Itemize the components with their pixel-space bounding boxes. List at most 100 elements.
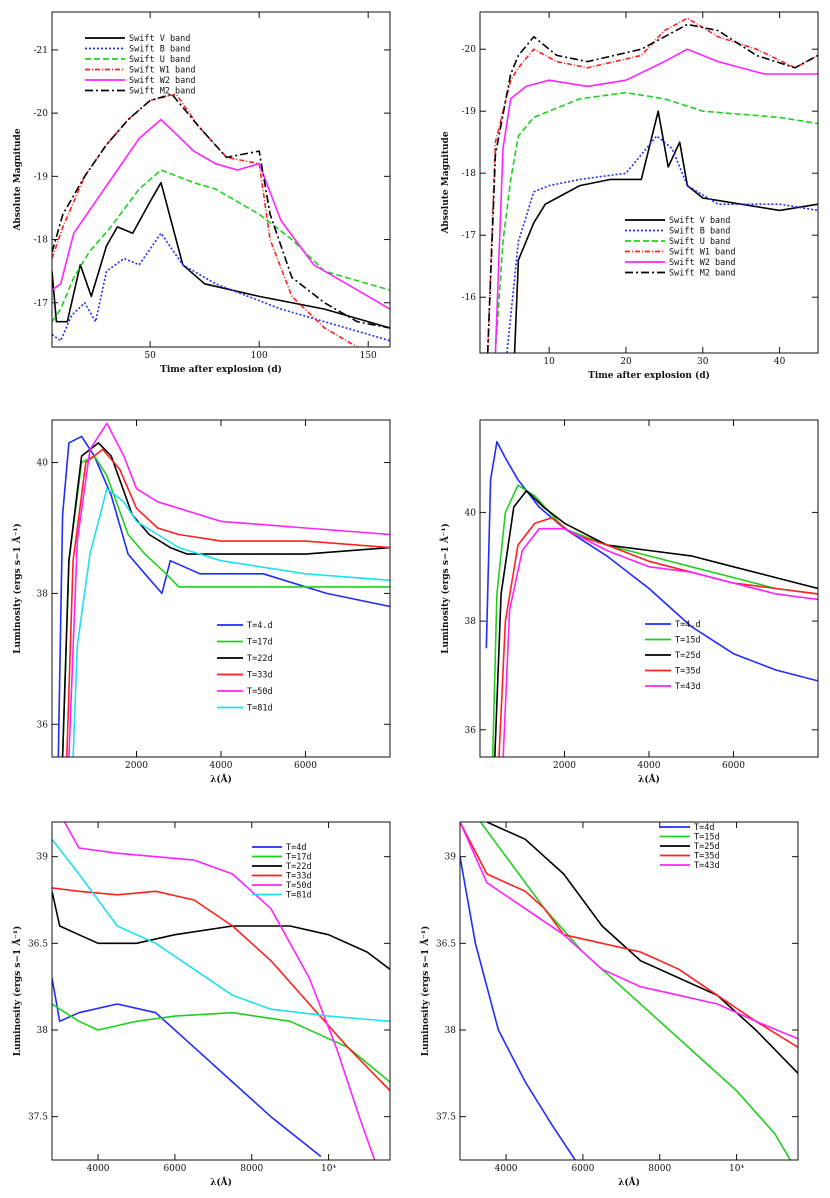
y-axis-label: Luminosity (ergs s−1 Å⁻¹) [11,926,23,1057]
x-axis-label: λ(Å) [618,1176,640,1188]
legend-label: T=17d [247,638,273,648]
y-tick-label: -16 [462,293,477,303]
legend: T=4.d T=15d T=25d T=35d T=43d [645,620,701,692]
series-line-5 [460,822,798,1040]
legend-label: T=4d [694,823,714,833]
legend-label: T=43d [694,861,720,871]
legend-label: Swift W2 band [129,76,196,86]
legend-label: Swift M2 band [669,269,736,279]
legend-label: T=50d [247,687,273,697]
legend-label: T=4.d [675,620,701,630]
x-tick-label: 6000 [294,761,317,771]
y-axis-label: Absolute Magnitude [13,128,23,231]
series-line-6 [486,23,818,353]
series-line-5 [52,118,390,310]
plot-frame [51,821,391,1161]
plot-frame [51,419,391,758]
series-line-4 [498,517,818,757]
series-line-4 [66,448,390,757]
y-tick-label: 36.5 [436,939,456,949]
plot-frame [51,11,391,348]
series-line-1 [460,856,576,1160]
series-line-2 [479,822,791,1160]
y-axis-label: Absolute Magnitude [441,131,451,234]
legend-label: Swift V band [129,34,190,44]
x-axis-label: Time after explosion (d) [160,364,282,375]
legend-label: T=15d [675,636,701,646]
x-tick-label: 30 [697,357,709,367]
y-tick-label: -20 [34,109,49,119]
legend-label: T=33d [247,671,273,681]
series-line-3 [494,489,818,757]
legend-label: Swift U band [669,237,730,247]
series-line-3 [52,169,390,323]
x-tick-label: 20 [620,357,632,367]
series-line-2 [506,135,818,353]
y-tick-label: 40 [37,459,49,469]
plot-frame [459,821,799,1161]
legend-label: T=81d [247,704,273,714]
legend-label: T=22d [286,862,312,872]
panel-p5: 4000 6000 8000 10⁴ 37.5 38 36.5 39 λ(Å) Luminosit… [11,821,391,1188]
legend-label: T=35d [675,667,701,677]
y-tick-label: 40 [465,508,477,518]
x-tick-label: 40 [774,357,786,367]
x-tick-label: 6000 [571,1164,594,1174]
legend-label: T=25d [675,651,701,661]
x-tick-label: 10⁴ [729,1164,744,1174]
series-line-1 [57,435,390,757]
series-line-3 [486,822,798,1074]
y-tick-label: 36.5 [28,939,48,949]
panel-p3: 2000 4000 6000 36 38 40 λ(Å) Luminosity (ergs s… [11,419,391,785]
legend-label: T=50d [286,881,312,891]
legend-label: T=25d [694,842,720,852]
y-tick-label: 38 [37,589,49,599]
legend-label: Swift U band [129,55,190,65]
y-tick-label: 37.5 [28,1113,48,1123]
legend-label: T=22d [247,654,273,664]
y-tick-label: 36 [37,720,49,730]
series-line-2 [61,455,390,757]
legend-label: Swift V band [669,216,730,226]
legend-label: T=33d [286,872,312,882]
legend: T=4.d T=17d T=22d T=33d T=50d T=81d [217,621,273,714]
x-tick-label: 6000 [722,761,745,771]
x-axis-label: λ(Å) [210,773,232,785]
legend-label: T=15d [694,833,720,843]
legend-label: T=43d [675,682,701,692]
legend-label: T=81d [286,891,312,901]
legend-label: Swift W1 band [669,248,736,258]
y-tick-label: 39 [445,853,457,863]
legend-label: T=4d [286,843,306,853]
panel-p2: 10 20 30 40 -16 -17 -18 -19 -20 Time after explos… [441,11,819,381]
legend-label: Swift B band [129,45,190,55]
y-axis-label: Luminosity (ergs s−1 Å⁻¹) [419,926,431,1057]
y-tick-label: -17 [34,299,49,309]
x-tick-label: 10⁴ [321,1164,336,1174]
panel-p4: 2000 4000 6000 36 38 40 λ(Å) Luminosity (ergs s… [439,419,819,785]
x-tick-label: 10 [543,357,555,367]
legend-label: T=4.d [247,621,273,631]
y-tick-label: -20 [462,45,477,55]
y-axis-label: Luminosity (ergs s−1 Å⁻¹) [439,523,451,654]
series-line-4 [460,822,798,1048]
x-tick-label: 2000 [125,761,148,771]
x-tick-label: 4000 [87,1164,110,1174]
y-tick-label: -21 [34,46,49,56]
x-tick-label: 4000 [495,1164,518,1174]
series-line-1 [52,181,390,329]
y-tick-label: 38 [37,1026,49,1036]
x-tick-label: 6000 [163,1164,186,1174]
y-tick-label: -17 [462,231,477,241]
y-tick-label: -19 [462,107,477,117]
x-tick-label: 150 [360,351,377,361]
y-tick-label: -19 [34,172,49,182]
series-line-3 [52,891,390,970]
y-tick-label: 38 [465,617,477,627]
series-line-5 [494,48,818,353]
y-tick-label: 37.5 [436,1113,456,1123]
